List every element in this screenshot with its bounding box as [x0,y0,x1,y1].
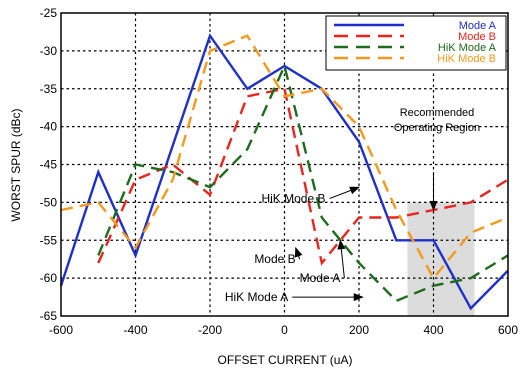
y-tick-label: -45 [40,158,58,172]
x-tick-label: -200 [198,323,222,337]
annotation-mode-a: Mode A [300,271,341,285]
y-tick-label: -35 [40,82,58,96]
y-tick-label: -25 [40,6,58,20]
legend-label-mode-b: Mode B [458,31,496,43]
region-label-line-2: Operating Region [394,122,480,134]
annotation-mode-b: Mode B [254,252,295,266]
y-tick-label: -55 [40,233,58,247]
x-axis-label: OFFSET CURRENT (uA) [218,353,353,367]
annotation-hik-mode-b: HiK Mode B [261,192,325,206]
x-tick-label: 0 [281,323,288,337]
legend-label-mode-a: Mode A [459,20,497,32]
y-tick-label: -50 [40,195,58,209]
region-label-line-1: Recommended [400,107,475,119]
series-line-mode-b [97,87,509,266]
legend-label-hik-mode-b: HiK Mode B [437,53,496,65]
annotation-arrow [337,239,346,279]
x-tick-label: 600 [498,323,518,337]
x-tick-label: 200 [349,323,369,337]
series-line-hik-mode-a [97,62,509,303]
plot-frame [60,12,509,317]
y-axis-label: WORST SPUR (dBc) [9,108,23,221]
y-tick-label: -40 [40,120,58,134]
legend-box [325,15,507,71]
y-tick-label: -60 [40,271,58,285]
x-tick-label: 400 [423,323,443,337]
legend-label-hik-mode-a: HiK Mode A [438,42,497,54]
x-tick-label: -400 [123,323,147,337]
y-tick-label: -30 [40,44,58,58]
annotation-hik-mode-a: HiK Mode A [225,290,288,304]
annotations: HiK Mode B Mode B Mode A HiK Mode A [225,172,438,304]
x-tick-label: -600 [49,323,73,337]
tick-labels: -600 -400 -200 0 200 400 600 -25 -30 -35 -40 -45 -50… [40,6,519,337]
series-line-hik-mode-b [60,34,509,281]
annotation-arrow [329,186,360,200]
y-tick-label: -65 [40,309,58,323]
annotation-arrow [294,246,303,260]
series-lines [59,33,509,311]
